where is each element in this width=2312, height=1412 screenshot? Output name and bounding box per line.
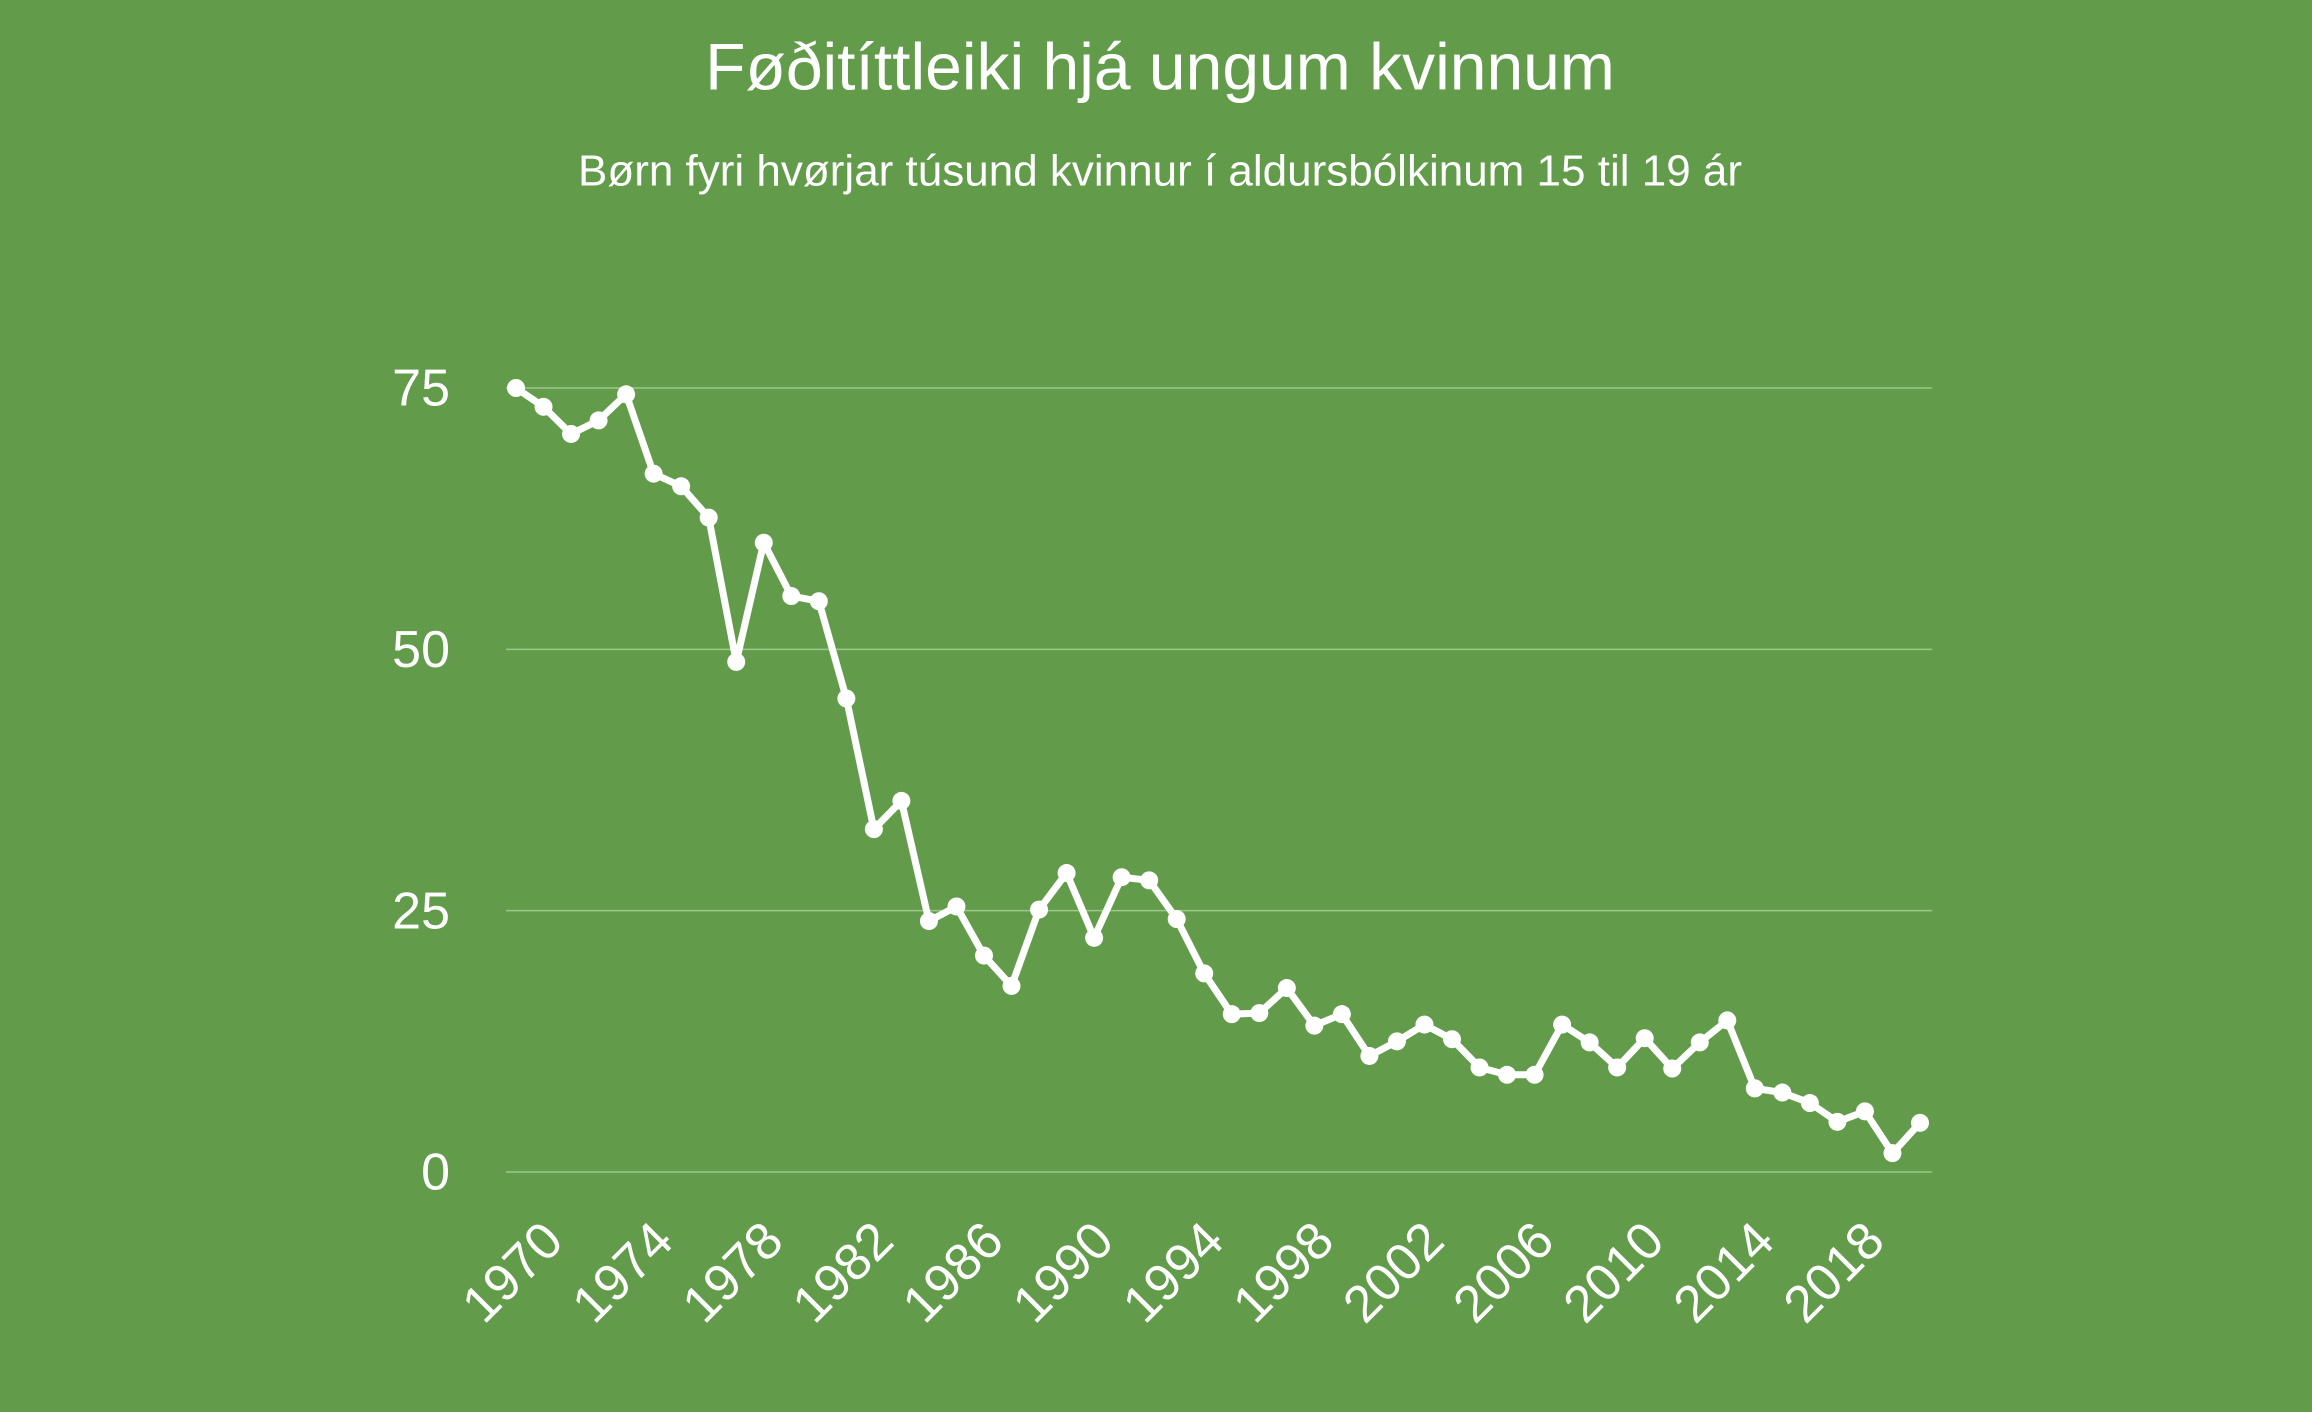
data-point [1443, 1030, 1461, 1049]
data-point [1387, 1032, 1406, 1051]
data-point [1635, 1029, 1654, 1048]
x-tick-label: 1974 [561, 1211, 684, 1334]
x-tick-label: 1994 [1112, 1211, 1235, 1334]
data-point [589, 411, 608, 430]
data-point [1498, 1065, 1517, 1084]
data-point [1525, 1065, 1544, 1084]
data-point [1690, 1033, 1709, 1052]
data-point [864, 820, 883, 839]
chart-subtitle: Børn fyri hvørjar túsund kvinnur í aldur… [578, 147, 1742, 196]
data-point [672, 477, 691, 496]
data-point [1250, 1004, 1269, 1023]
data-point [1415, 1015, 1434, 1034]
data-point [1277, 979, 1296, 998]
data-point [1305, 1016, 1324, 1035]
data-point [947, 897, 966, 916]
data-point [727, 652, 746, 671]
data-point [1580, 1033, 1599, 1052]
data-point [1085, 928, 1104, 947]
data-point [1470, 1058, 1489, 1077]
x-tick-label: 1986 [892, 1211, 1015, 1334]
data-point [1002, 976, 1021, 995]
data-point [1057, 864, 1076, 883]
x-tick-label: 1970 [451, 1211, 574, 1334]
data-point [809, 592, 828, 611]
x-tick-label: 2010 [1553, 1211, 1676, 1334]
data-point [1140, 871, 1159, 890]
data-point [837, 689, 856, 708]
data-point [1112, 868, 1131, 887]
x-tick-label: 1982 [782, 1211, 905, 1334]
data-point [1800, 1094, 1819, 1113]
data-point [534, 397, 553, 416]
x-tick-label: 1978 [672, 1211, 795, 1334]
data-point [1195, 964, 1214, 983]
data-line [514, 385, 1923, 1157]
data-point [1608, 1058, 1627, 1077]
data-point [699, 508, 718, 527]
data-point [1883, 1144, 1902, 1163]
data-point [1332, 1005, 1351, 1024]
data-point [1222, 1005, 1241, 1024]
data-point [1030, 900, 1049, 919]
y-tick-label: 75 [392, 360, 450, 418]
data-point [507, 379, 525, 397]
data-point [1360, 1046, 1379, 1065]
data-point [617, 385, 636, 404]
chart-title: Føðitíttleiki hjá ungum kvinnum [705, 29, 1615, 103]
data-point [892, 791, 911, 810]
data-point [1911, 1113, 1929, 1132]
data-point [1663, 1059, 1682, 1078]
y-tick-label: 0 [421, 1144, 450, 1202]
data-point [1718, 1011, 1737, 1030]
data-point [1828, 1112, 1847, 1131]
data-point [1745, 1079, 1764, 1098]
data-point [919, 912, 938, 931]
x-tick-label: 2018 [1773, 1211, 1896, 1334]
data-point [782, 587, 801, 606]
data-point [1167, 910, 1186, 929]
x-tick-label: 1990 [1002, 1211, 1125, 1334]
x-tick-label: 2014 [1663, 1211, 1786, 1334]
data-point [1855, 1102, 1874, 1121]
x-tick-label: 2006 [1442, 1211, 1565, 1334]
data-point [1773, 1083, 1792, 1102]
data-point [562, 424, 581, 443]
x-tick-label: 2002 [1332, 1211, 1455, 1334]
x-tick-label: 1998 [1222, 1211, 1345, 1334]
y-tick-label: 25 [392, 882, 450, 940]
data-point [975, 946, 993, 965]
data-point [754, 533, 773, 552]
data-point [644, 464, 663, 483]
data-point [1553, 1015, 1572, 1034]
y-tick-label: 50 [392, 621, 450, 679]
